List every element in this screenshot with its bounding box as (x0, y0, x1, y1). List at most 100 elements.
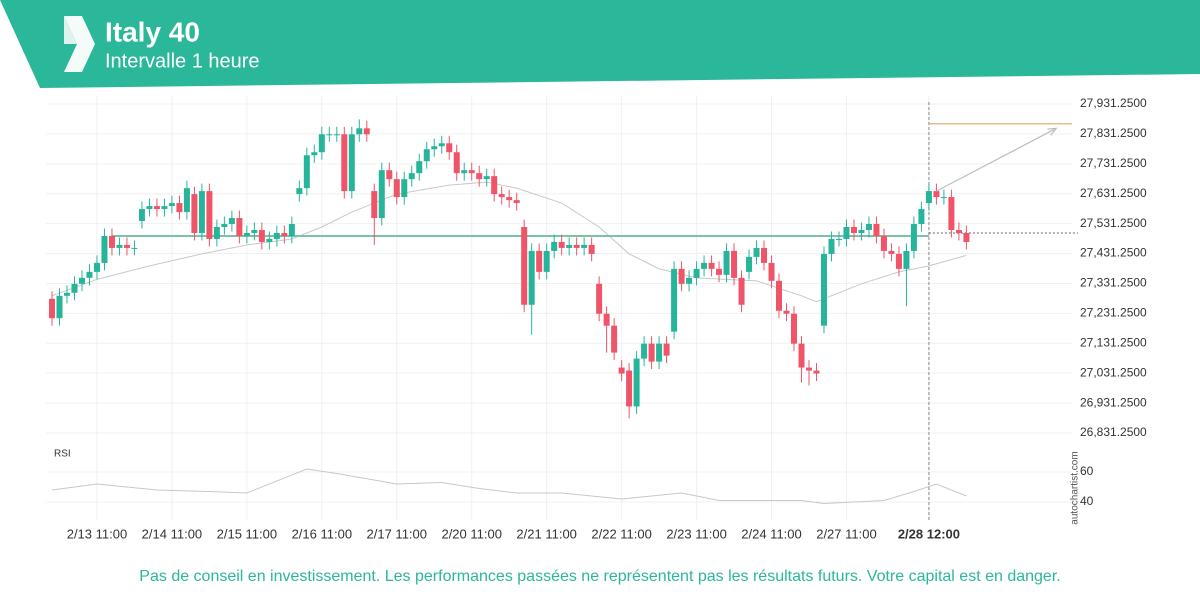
candle-body (476, 173, 483, 180)
candle-body (933, 191, 940, 198)
y-tick-label: 27,431.2500 (1080, 246, 1147, 260)
candle-body (903, 250, 910, 269)
x-tick-label: 2/17 11:00 (367, 526, 427, 541)
candle-body (626, 370, 633, 407)
x-tick-label: 2/24 11:00 (741, 526, 801, 541)
candle-body (731, 250, 738, 278)
candle-body (161, 206, 168, 210)
x-tick-label: 2/20 11:00 (441, 526, 501, 541)
candle-body (791, 313, 798, 344)
candle-body (506, 197, 513, 201)
candle-body (738, 277, 745, 305)
rsi-label: RSI (54, 449, 71, 460)
candle-body (401, 179, 408, 198)
candle-body (333, 134, 340, 136)
x-tick-label: 2/23 11:00 (666, 526, 726, 541)
x-tick-label: 2/21 11:00 (516, 526, 576, 541)
y-tick-label: 27,931.2500 (1080, 96, 1147, 110)
candle-body (753, 247, 760, 257)
candle-body (446, 143, 453, 153)
candle-body (221, 224, 228, 228)
candle-body (723, 250, 730, 275)
candle-body (423, 149, 430, 162)
candle-body (656, 343, 663, 362)
candle-body (708, 262, 715, 269)
candle-body (288, 224, 295, 236)
candle-body (783, 310, 790, 314)
candle-body (123, 244, 130, 248)
candle-body (266, 238, 273, 242)
y-tick-label: 27,231.2500 (1080, 306, 1147, 320)
candle-body (955, 229, 962, 233)
arrow-head (1047, 127, 1058, 136)
subtitle: Intervalle 1 heure (105, 50, 260, 72)
candle-body (858, 229, 865, 233)
y-tick-label: 27,031.2500 (1080, 365, 1147, 379)
candle-body (761, 247, 768, 263)
candle-body (701, 262, 708, 269)
candle-body (461, 170, 468, 174)
y-tick-label: 27,731.2500 (1080, 156, 1147, 170)
candle-body (326, 134, 333, 136)
candle-body (183, 188, 190, 213)
candle-body (273, 232, 280, 239)
rsi-tick-label: 60 (1080, 464, 1094, 478)
candle-body (671, 268, 678, 332)
candle-body (311, 152, 318, 156)
y-tick-label: 27,631.2500 (1080, 186, 1147, 200)
candle-body (813, 370, 820, 374)
candle-body (746, 256, 753, 272)
candle-body (850, 227, 857, 233)
x-tick-label: 2/16 11:00 (292, 526, 352, 541)
candle-body (768, 262, 775, 281)
candle-body (835, 238, 842, 240)
candle-body (528, 250, 535, 305)
candle-body (596, 283, 603, 314)
title: Italy 40 (105, 16, 200, 47)
x-tick-label: 2/14 11:00 (142, 526, 202, 541)
x-tick-label: 2/15 11:00 (217, 526, 277, 541)
candle-body (453, 152, 460, 174)
candle-body (116, 244, 123, 248)
y-tick-label: 27,531.2500 (1080, 216, 1147, 230)
candle-body (798, 343, 805, 368)
x-tick-label: 2/27 11:00 (816, 526, 876, 541)
candle-body (888, 250, 895, 254)
candle-body (303, 155, 310, 189)
x-tick-label: 2/22 11:00 (591, 526, 651, 541)
candle-body (963, 232, 970, 242)
candle-body (341, 134, 348, 192)
candle-body (63, 292, 70, 296)
candle-body (663, 343, 670, 356)
candle-body (611, 325, 618, 353)
candle-body (648, 343, 655, 362)
candle-body (131, 247, 138, 249)
candle-body (363, 128, 370, 135)
candle-body (101, 235, 108, 263)
candle-body (873, 224, 880, 236)
projection-arrow (936, 127, 1057, 192)
candle-body (431, 146, 438, 150)
candle-body (483, 176, 490, 180)
header-banner (0, 0, 1200, 88)
candle-body (558, 241, 565, 248)
candle-body (191, 194, 198, 233)
candle-body (880, 235, 887, 251)
candle-body (498, 194, 505, 198)
candle-body (408, 173, 415, 180)
candle-body (820, 253, 827, 326)
candle-body (566, 244, 573, 248)
candle-body (93, 262, 100, 272)
candle-body (78, 277, 85, 284)
candle-body (843, 227, 850, 239)
candle-body (581, 244, 588, 248)
candle-body (805, 367, 812, 371)
candle-body (281, 232, 288, 236)
candle-body (258, 229, 265, 242)
candle-body (693, 268, 700, 278)
candle-body (918, 209, 925, 225)
candle-body (865, 224, 872, 230)
candle-body (948, 197, 955, 230)
candle-body (551, 241, 558, 251)
